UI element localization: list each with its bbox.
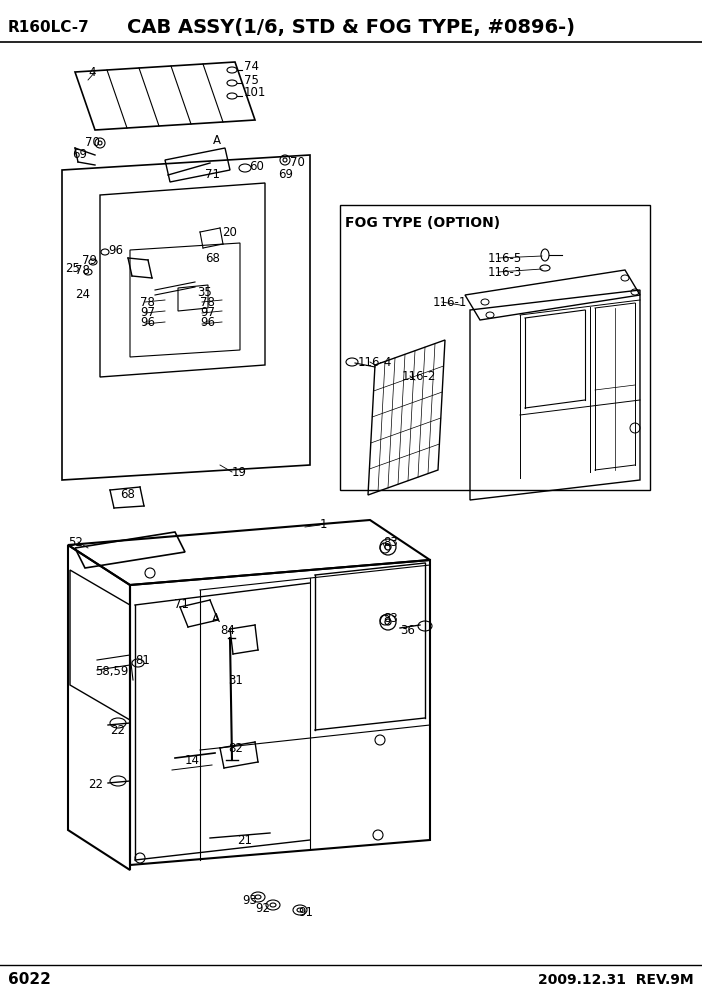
Text: 25: 25 bbox=[65, 262, 80, 275]
Text: 1: 1 bbox=[320, 519, 328, 532]
Text: 93: 93 bbox=[242, 894, 257, 907]
Text: 31: 31 bbox=[228, 674, 243, 686]
Text: 21: 21 bbox=[237, 833, 252, 846]
Text: CAB ASSY(1/6, STD & FOG TYPE, #0896-): CAB ASSY(1/6, STD & FOG TYPE, #0896-) bbox=[127, 19, 575, 38]
Text: 91: 91 bbox=[298, 906, 313, 919]
Text: 4: 4 bbox=[88, 65, 95, 78]
Text: 6022: 6022 bbox=[8, 972, 51, 987]
Text: 70: 70 bbox=[85, 137, 100, 150]
Text: 96: 96 bbox=[200, 316, 215, 329]
Text: 58,59: 58,59 bbox=[95, 666, 128, 679]
Text: 79: 79 bbox=[82, 254, 97, 267]
Text: 116-5: 116-5 bbox=[488, 252, 522, 265]
Text: 36: 36 bbox=[400, 624, 415, 637]
Text: 69: 69 bbox=[72, 149, 87, 162]
Text: 24: 24 bbox=[75, 289, 90, 302]
Text: 83: 83 bbox=[383, 611, 398, 625]
Text: 96: 96 bbox=[108, 243, 123, 257]
Text: R160LC-7: R160LC-7 bbox=[8, 21, 90, 36]
Text: 97: 97 bbox=[200, 307, 215, 319]
Text: 116-2: 116-2 bbox=[402, 369, 437, 383]
Text: 82: 82 bbox=[228, 741, 243, 755]
Text: 92: 92 bbox=[255, 902, 270, 915]
Text: 97: 97 bbox=[140, 307, 155, 319]
Text: 68: 68 bbox=[120, 487, 135, 501]
Text: FOG TYPE (OPTION): FOG TYPE (OPTION) bbox=[345, 216, 500, 230]
Text: 2009.12.31  REV.9M: 2009.12.31 REV.9M bbox=[538, 973, 694, 987]
Text: 75: 75 bbox=[244, 73, 259, 86]
Text: 70: 70 bbox=[290, 156, 305, 169]
Bar bbox=[340, 205, 650, 490]
Text: 78: 78 bbox=[200, 296, 215, 309]
Text: 71: 71 bbox=[174, 598, 189, 611]
Text: 19: 19 bbox=[232, 465, 247, 478]
Text: A: A bbox=[212, 612, 220, 626]
Text: 116-3: 116-3 bbox=[488, 266, 522, 279]
Text: 22: 22 bbox=[110, 723, 125, 736]
Text: 78: 78 bbox=[140, 296, 155, 309]
Text: 78: 78 bbox=[75, 264, 90, 277]
Text: 20: 20 bbox=[222, 225, 237, 238]
Text: 14: 14 bbox=[185, 754, 200, 767]
Text: 116-4: 116-4 bbox=[358, 355, 392, 368]
Text: A: A bbox=[213, 134, 221, 147]
Text: 101: 101 bbox=[244, 86, 266, 99]
Text: 69: 69 bbox=[278, 169, 293, 182]
Text: 81: 81 bbox=[135, 654, 150, 667]
Text: 116-1: 116-1 bbox=[433, 296, 468, 309]
Text: 84: 84 bbox=[220, 624, 235, 637]
Text: 96: 96 bbox=[140, 316, 155, 329]
Text: 68: 68 bbox=[205, 252, 220, 265]
Text: 60: 60 bbox=[249, 161, 264, 174]
Text: 83: 83 bbox=[383, 537, 398, 550]
Text: 22: 22 bbox=[88, 779, 103, 792]
Text: 52: 52 bbox=[68, 536, 83, 549]
Text: 71: 71 bbox=[205, 169, 220, 182]
Text: 74: 74 bbox=[244, 61, 259, 73]
Text: 35: 35 bbox=[197, 286, 212, 299]
